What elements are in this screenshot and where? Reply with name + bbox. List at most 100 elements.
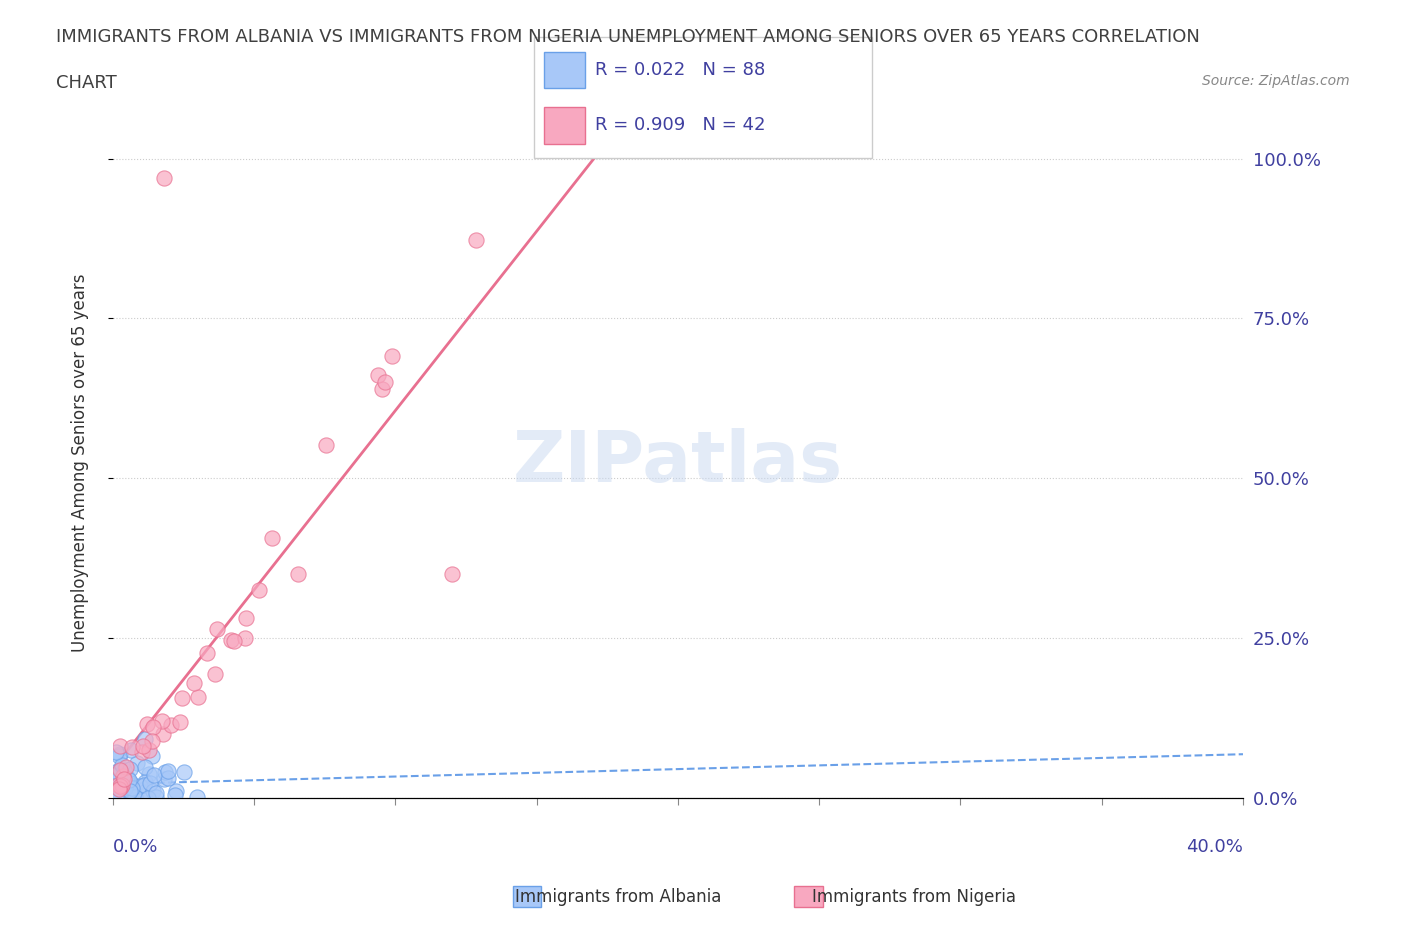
Point bbox=[134, 789, 156, 804]
Point bbox=[135, 716, 157, 731]
Point bbox=[124, 790, 146, 804]
Point bbox=[287, 566, 309, 581]
Point bbox=[205, 621, 228, 636]
Point bbox=[150, 713, 173, 728]
Point bbox=[170, 690, 193, 705]
Point bbox=[118, 784, 141, 799]
Point bbox=[121, 740, 143, 755]
Point bbox=[132, 785, 155, 800]
Point bbox=[105, 790, 128, 804]
Point bbox=[108, 747, 131, 762]
Point bbox=[108, 785, 131, 800]
Point bbox=[139, 776, 162, 790]
Point bbox=[440, 566, 463, 581]
Point bbox=[104, 770, 127, 785]
Point bbox=[128, 779, 150, 794]
Point bbox=[142, 783, 165, 798]
Point bbox=[121, 780, 143, 795]
Point bbox=[104, 764, 127, 779]
Point bbox=[108, 788, 131, 803]
Point bbox=[103, 768, 125, 783]
Point bbox=[117, 772, 139, 787]
Point bbox=[145, 790, 167, 804]
Point bbox=[165, 784, 187, 799]
Point bbox=[115, 760, 138, 775]
Point bbox=[105, 781, 128, 796]
Point bbox=[110, 778, 132, 793]
Point bbox=[374, 375, 396, 390]
Point bbox=[104, 790, 127, 805]
Point bbox=[117, 780, 139, 795]
Point bbox=[187, 689, 209, 704]
Point bbox=[141, 748, 163, 763]
Point bbox=[114, 790, 136, 804]
Point bbox=[103, 770, 125, 785]
Point bbox=[118, 762, 141, 777]
Point bbox=[117, 769, 139, 784]
Point bbox=[117, 777, 139, 792]
Point bbox=[101, 778, 124, 793]
Point bbox=[101, 781, 124, 796]
Text: R = 0.909   N = 42: R = 0.909 N = 42 bbox=[595, 116, 765, 135]
Point bbox=[108, 749, 131, 764]
Point bbox=[152, 170, 174, 185]
Point bbox=[108, 773, 131, 788]
Point bbox=[145, 786, 167, 801]
Point bbox=[131, 786, 153, 801]
Point bbox=[120, 779, 142, 794]
Point bbox=[136, 790, 159, 805]
Point bbox=[104, 787, 127, 802]
Point bbox=[105, 744, 128, 759]
Text: IMMIGRANTS FROM ALBANIA VS IMMIGRANTS FROM NIGERIA UNEMPLOYMENT AMONG SENIORS OV: IMMIGRANTS FROM ALBANIA VS IMMIGRANTS FR… bbox=[56, 28, 1201, 46]
Point bbox=[108, 763, 131, 777]
Point bbox=[105, 788, 128, 803]
Point bbox=[111, 757, 134, 772]
Point bbox=[104, 766, 127, 781]
Text: 40.0%: 40.0% bbox=[1187, 838, 1243, 856]
FancyBboxPatch shape bbox=[544, 52, 585, 88]
Point bbox=[138, 743, 160, 758]
Point bbox=[173, 764, 195, 779]
Point bbox=[112, 776, 135, 790]
Point bbox=[108, 781, 131, 796]
Point bbox=[111, 781, 134, 796]
Point bbox=[132, 738, 155, 753]
Point bbox=[141, 734, 163, 749]
Point bbox=[115, 781, 138, 796]
Point bbox=[105, 790, 128, 804]
Point bbox=[105, 790, 128, 804]
Point bbox=[157, 771, 180, 786]
Point bbox=[103, 784, 125, 799]
Point bbox=[112, 779, 135, 794]
Point bbox=[247, 582, 270, 597]
Point bbox=[235, 610, 257, 625]
Point bbox=[114, 780, 136, 795]
Point bbox=[464, 232, 486, 247]
Point bbox=[131, 745, 153, 760]
Point bbox=[153, 772, 176, 787]
Point bbox=[260, 531, 283, 546]
Point bbox=[224, 633, 246, 648]
Point bbox=[117, 770, 139, 785]
Point bbox=[104, 774, 127, 789]
Point bbox=[381, 349, 404, 364]
Point bbox=[118, 783, 141, 798]
Text: ZIPatlas: ZIPatlas bbox=[513, 428, 844, 497]
Point bbox=[134, 759, 156, 774]
Point bbox=[110, 739, 132, 754]
Point bbox=[186, 790, 208, 804]
Point bbox=[107, 777, 129, 792]
Point bbox=[159, 718, 181, 733]
Point bbox=[117, 784, 139, 799]
Point bbox=[112, 768, 135, 783]
Text: R = 0.022   N = 88: R = 0.022 N = 88 bbox=[595, 60, 765, 79]
Point bbox=[367, 367, 389, 382]
Point bbox=[107, 786, 129, 801]
Point bbox=[197, 645, 219, 660]
Point bbox=[101, 767, 124, 782]
Point bbox=[115, 790, 138, 804]
Point bbox=[233, 631, 256, 645]
Point bbox=[112, 771, 135, 786]
FancyBboxPatch shape bbox=[534, 37, 872, 158]
Point bbox=[165, 788, 187, 803]
